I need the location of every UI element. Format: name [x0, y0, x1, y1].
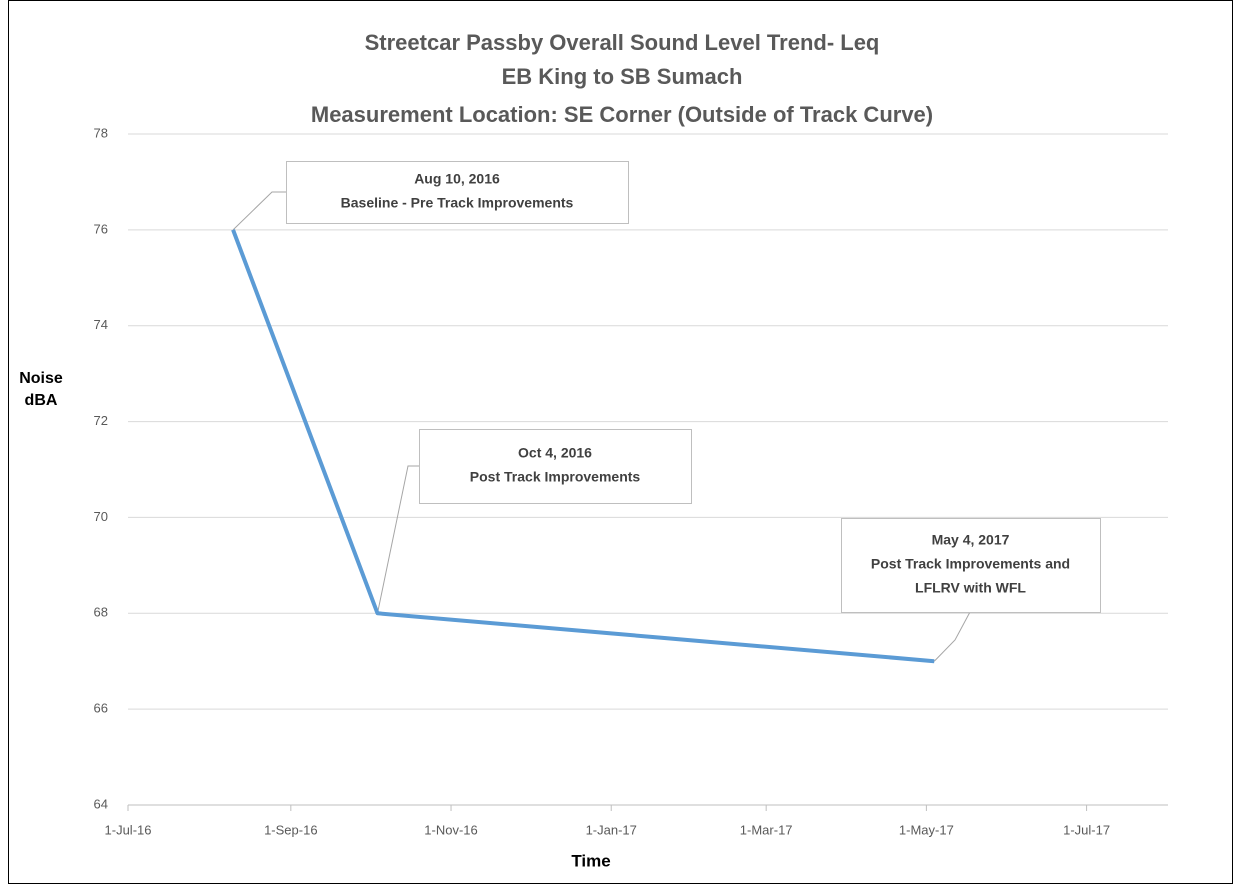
annotation-text: Oct 4, 2016 — [518, 445, 592, 461]
y-axis-label: Noise dBA — [19, 370, 63, 409]
x-axis-label: Time — [571, 851, 610, 870]
x-tick-label: 1-Jul-17 — [1063, 822, 1110, 837]
chart-title: Measurement Location: SE Corner (Outside… — [311, 102, 933, 127]
leader-line — [933, 611, 971, 662]
series-line — [231, 229, 935, 664]
y-tick-label: 66 — [94, 701, 108, 716]
annotation-text: Post Track Improvements — [470, 469, 641, 485]
y-tick-label: 72 — [94, 413, 108, 428]
x-tick-label: 1-Mar-17 — [740, 822, 793, 837]
y-tick-label: 70 — [94, 509, 108, 524]
y-tick-label: 76 — [94, 221, 108, 236]
annotation-text: LFLRV with WFL — [915, 580, 1026, 596]
annotation-text: Post Track Improvements and — [871, 556, 1070, 572]
y-tick-label: 74 — [94, 317, 108, 332]
x-tick-label: 1-May-17 — [899, 822, 954, 837]
annotation-text: Baseline - Pre Track Improvements — [341, 195, 574, 211]
x-tick-label: 1-Jan-17 — [586, 822, 637, 837]
y-tick-label: 68 — [94, 605, 108, 620]
leader-line — [232, 191, 286, 231]
annotation-box — [286, 161, 629, 224]
x-tick-label: 1-Nov-16 — [424, 822, 477, 837]
annotation-text: May 4, 2017 — [932, 532, 1010, 548]
x-tick-label: 1-Jul-16 — [105, 822, 152, 837]
y-tick-label: 78 — [94, 125, 108, 140]
annotation-box — [419, 429, 692, 504]
annotation-box — [841, 518, 1101, 613]
annotation-text: Aug 10, 2016 — [414, 171, 500, 187]
chart-title: EB King to SB Sumach — [502, 64, 743, 89]
x-tick-label: 1-Sep-16 — [264, 822, 317, 837]
y-tick-label: 64 — [94, 796, 108, 811]
chart-title: Streetcar Passby Overall Sound Level Tre… — [365, 30, 880, 55]
leader-line — [377, 465, 419, 614]
